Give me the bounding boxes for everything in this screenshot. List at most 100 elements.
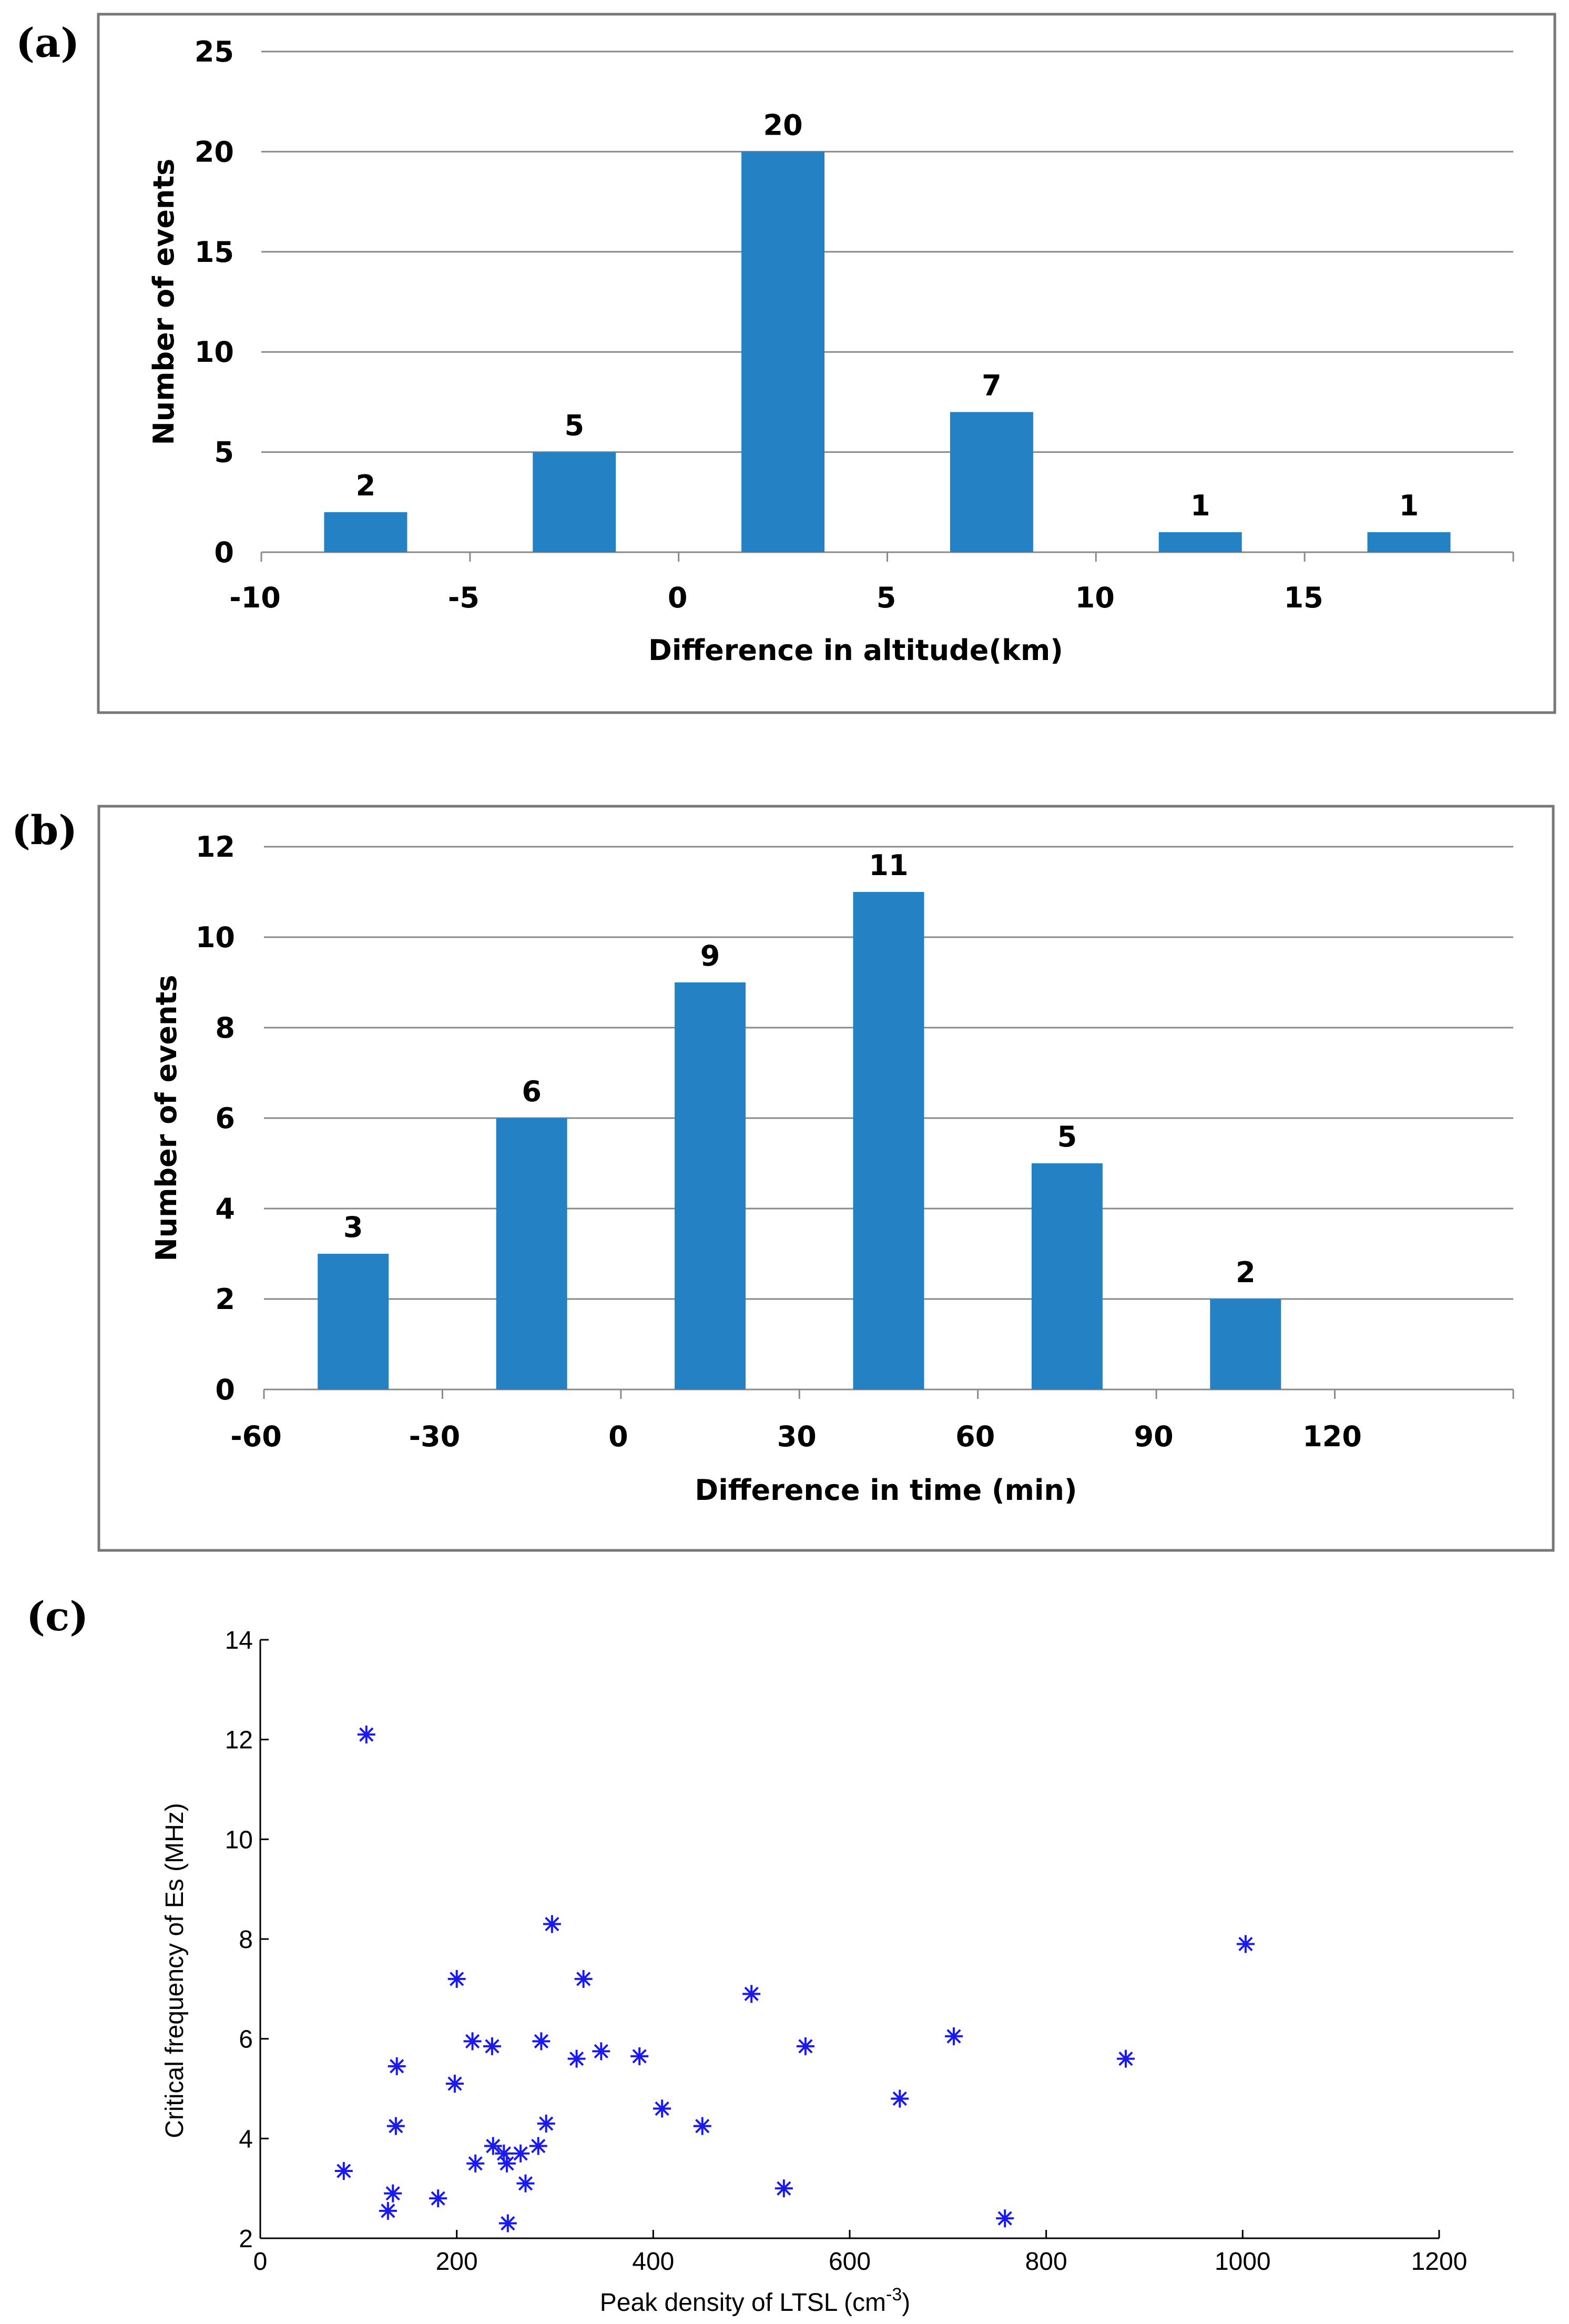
data-point xyxy=(796,2037,814,2055)
bar xyxy=(853,892,924,1389)
data-point xyxy=(532,2032,551,2051)
data-point xyxy=(463,2032,482,2051)
data-point xyxy=(429,2189,447,2208)
y-axis-title: Number of events xyxy=(147,159,180,445)
data-point xyxy=(379,2201,397,2220)
data-point xyxy=(996,2209,1014,2228)
y-tick-label: 2 xyxy=(239,2225,253,2253)
y-tick-label: 6 xyxy=(239,2026,253,2054)
data-point xyxy=(891,2089,909,2108)
data-point xyxy=(1117,2049,1135,2068)
data-point xyxy=(574,1970,593,1988)
panel-label-a: (a) xyxy=(16,19,79,66)
data-point xyxy=(334,2161,353,2180)
panel-label-b: (b) xyxy=(12,807,77,854)
x-tick-label: 1000 xyxy=(1215,2248,1271,2276)
y-tick-label: 8 xyxy=(215,1011,235,1044)
y-axis-title: Number of events xyxy=(150,975,183,1262)
data-point xyxy=(498,2214,517,2232)
x-tick-label: 600 xyxy=(829,2248,871,2276)
data-point xyxy=(543,1915,561,1933)
y-tick-label: 14 xyxy=(225,1627,253,1655)
x-tick-label: 60 xyxy=(955,1420,995,1453)
y-tick-label: 25 xyxy=(195,35,234,68)
data-label: 7 xyxy=(982,369,1002,402)
data-point xyxy=(537,2114,555,2133)
data-label: 6 xyxy=(522,1075,542,1108)
x-tick-label: 0 xyxy=(668,581,688,614)
data-label: 3 xyxy=(343,1211,363,1244)
data-point xyxy=(445,2075,464,2093)
data-point xyxy=(630,2047,649,2065)
x-tick-label: 200 xyxy=(436,2248,478,2276)
data-point xyxy=(693,2117,711,2135)
bar xyxy=(1210,1299,1281,1389)
x-tick-label: 0 xyxy=(253,2248,268,2276)
data-point xyxy=(495,2144,513,2163)
data-point xyxy=(386,2117,405,2135)
data-point xyxy=(512,2144,530,2163)
y-tick-label: 10 xyxy=(195,336,234,369)
data-point xyxy=(775,2179,793,2198)
y-tick-label: 20 xyxy=(195,135,234,168)
y-tick-label: 10 xyxy=(196,921,235,954)
bar xyxy=(741,151,825,552)
y-tick-label: 12 xyxy=(225,1727,253,1754)
bar xyxy=(1158,532,1242,552)
data-point xyxy=(653,2099,671,2118)
x-tick-label: 400 xyxy=(632,2248,674,2276)
y-tick-label: 5 xyxy=(214,436,234,469)
data-point xyxy=(357,1726,375,1744)
data-point xyxy=(516,2174,535,2193)
data-label: 2 xyxy=(1236,1256,1256,1289)
data-point xyxy=(742,1985,761,2003)
y-axis-title: Critical frequency of Es (MHz) xyxy=(161,1803,189,2138)
bar xyxy=(675,982,746,1389)
y-tick-label: 15 xyxy=(195,236,234,269)
data-point xyxy=(592,2042,610,2061)
x-tick-label: 5 xyxy=(877,581,896,614)
bar xyxy=(950,412,1033,552)
bar xyxy=(533,452,616,552)
y-tick-label: 10 xyxy=(225,1826,253,1854)
bar xyxy=(1367,532,1451,552)
y-tick-label: 4 xyxy=(239,2125,253,2153)
bar xyxy=(1031,1163,1103,1389)
y-tick-label: 4 xyxy=(215,1192,235,1225)
data-point xyxy=(567,2049,586,2068)
x-tick-label: 10 xyxy=(1075,581,1115,614)
x-axis-title: Difference in altitude(km) xyxy=(648,634,1063,667)
x-tick-label: 15 xyxy=(1284,581,1323,614)
data-label: 20 xyxy=(763,108,803,141)
bar xyxy=(324,512,407,552)
x-tick-label: 0 xyxy=(608,1420,628,1453)
data-point xyxy=(945,2027,963,2045)
x-tick-label: -10 xyxy=(229,581,281,614)
chart-c: 2 4 6 8 10 12 14 0 200 400 600 800 1000 1200 Peak dens… xyxy=(161,1627,1467,2317)
bar xyxy=(318,1254,389,1389)
x-tick-label: -60 xyxy=(230,1420,282,1453)
x-tick-label: 800 xyxy=(1025,2248,1067,2276)
x-tick-label: -30 xyxy=(409,1420,461,1453)
x-axis-title: Peak density of LTSL (cm-3) xyxy=(600,2285,910,2317)
y-tick-label: 12 xyxy=(196,830,235,864)
data-point xyxy=(384,2184,402,2203)
data-point xyxy=(1236,1935,1255,1953)
data-point xyxy=(483,2037,501,2055)
x-axis-title-end: ) xyxy=(902,2289,910,2317)
x-tick-label: 90 xyxy=(1134,1420,1174,1453)
data-point xyxy=(497,2154,516,2173)
data-label: 1 xyxy=(1399,489,1419,522)
chart-a-frame xyxy=(97,13,1556,714)
data-point xyxy=(388,2057,406,2075)
data-point xyxy=(484,2137,502,2155)
panel-label-c: (c) xyxy=(26,1593,88,1640)
data-label: 1 xyxy=(1190,489,1210,522)
chart-b: 0 2 4 6 8 10 12 -60 -30 0 30 60 90 120 3 6 9 11 5 2 Differen… xyxy=(150,830,1514,1507)
data-point xyxy=(447,1970,466,1988)
data-label: 5 xyxy=(1057,1120,1077,1153)
bar xyxy=(496,1118,567,1389)
data-label: 11 xyxy=(869,849,908,882)
